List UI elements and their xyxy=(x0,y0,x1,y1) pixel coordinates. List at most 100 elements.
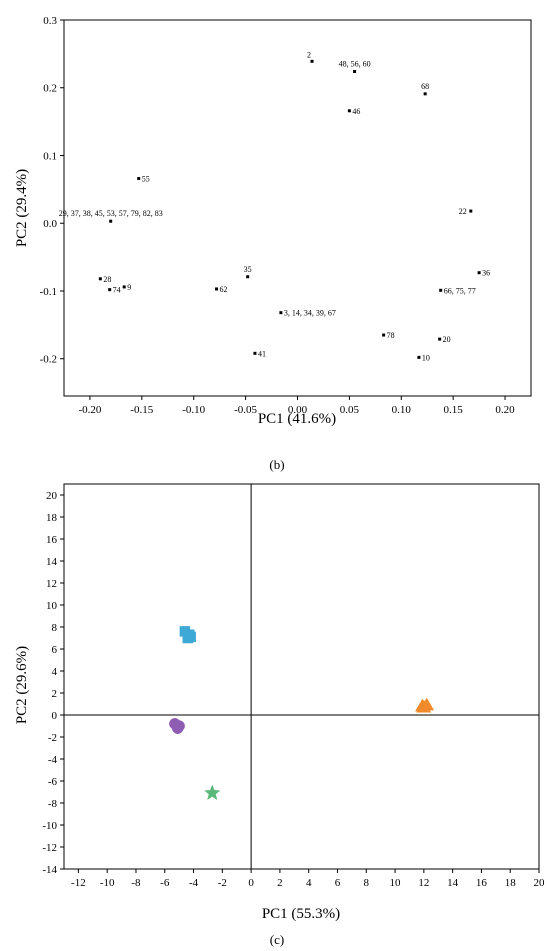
y-tick-label: 0.2 xyxy=(43,83,57,95)
point-label: 9 xyxy=(127,283,131,292)
point-label: 22 xyxy=(459,207,467,216)
y-axis-label-b: PC2 (29.4%) xyxy=(14,169,30,247)
x-ticks-b: -0.20 -0.15 -0.10 -0.05 0.00 0.05 0.10 0.15 0.20 xyxy=(78,396,515,416)
point-label: 48, 56, 60 xyxy=(339,59,371,68)
x-tick-label: 10 xyxy=(390,877,402,889)
star-marker xyxy=(203,784,221,801)
y-ticks-b: -0.2 -0.1 0.0 0.1 0.2 0.3 xyxy=(40,15,64,366)
x-axis-label-b: PC1 (41.6%) xyxy=(258,411,336,427)
x-tick-label: 0.05 xyxy=(340,404,360,416)
point-label: 20 xyxy=(443,335,451,344)
scatter-plot-b: -0.20 -0.15 -0.10 -0.05 0.00 0.05 0.10 0.15 0.20… xyxy=(14,15,532,472)
x-tick-label: -10 xyxy=(100,877,115,889)
x-ticks-c: -12 -10 -8 -6 -4 -2 0 2 4 6 8 10 12 14 16 18 20 xyxy=(71,869,545,889)
y-tick-label: 0.0 xyxy=(43,218,57,230)
x-tick-label: 18 xyxy=(505,877,517,889)
x-tick-label: 0.15 xyxy=(444,404,464,416)
y-tick-label: 16 xyxy=(46,534,58,546)
y-tick-label: -8 xyxy=(48,798,58,810)
data-point xyxy=(423,92,427,96)
y-axis-label-c: PC2 (29.6%) xyxy=(14,646,30,724)
data-point xyxy=(279,311,283,315)
point-label: 66, 75, 77 xyxy=(444,286,476,295)
y-tick-label: 18 xyxy=(46,512,58,524)
x-tick-label: -0.05 xyxy=(234,404,257,416)
x-tick-label: -0.10 xyxy=(182,404,205,416)
y-tick-label: 0.1 xyxy=(43,150,57,162)
y-ticks-c: -14 -12 -10 -8 -6 -4 -2 0 2 4 6 8 10 12 14 16 18 20 xyxy=(42,490,64,876)
data-point xyxy=(122,285,126,289)
data-point xyxy=(477,271,481,275)
point-label: 35 xyxy=(244,265,252,274)
point-label: 68 xyxy=(421,82,429,91)
point-label: 55 xyxy=(142,175,150,184)
data-point xyxy=(382,333,386,337)
data-point xyxy=(310,59,314,63)
y-tick-label: 2 xyxy=(52,688,58,700)
point-label: 29, 37, 38, 45, 53, 57, 79, 82, 83 xyxy=(59,209,163,218)
y-tick-label: 0 xyxy=(52,710,58,722)
y-tick-label: -12 xyxy=(42,842,57,854)
point-label: 36 xyxy=(482,269,490,278)
x-tick-label: -8 xyxy=(131,877,141,889)
y-tick-label: 10 xyxy=(46,600,58,612)
x-tick-label: 6 xyxy=(335,877,341,889)
y-tick-label: -14 xyxy=(42,864,57,876)
y-tick-label: 8 xyxy=(52,622,58,634)
data-point xyxy=(353,69,357,73)
data-point xyxy=(438,337,442,341)
panel-label-b: (b) xyxy=(269,457,284,472)
data-points-b: 2 48, 56, 60 68 46 55 29, 37, 38, 45, 53, 57,… xyxy=(59,50,490,362)
point-label: 41 xyxy=(258,349,266,358)
data-point xyxy=(469,209,473,213)
point-label: 74 xyxy=(113,286,121,295)
x-tick-label: 8 xyxy=(364,877,370,889)
data-point xyxy=(439,288,443,292)
x-tick-label: 2 xyxy=(277,877,283,889)
panel-label-c: (c) xyxy=(270,932,284,947)
point-label: 46 xyxy=(352,107,360,116)
point-label: 78 xyxy=(387,331,395,340)
x-tick-label: -0.20 xyxy=(78,404,101,416)
y-tick-label: 12 xyxy=(46,578,57,590)
point-label: 2 xyxy=(307,50,311,59)
x-tick-label: -0.15 xyxy=(130,404,153,416)
y-tick-label: 14 xyxy=(46,556,58,568)
y-tick-label: 20 xyxy=(46,490,58,502)
plot-frame-c xyxy=(63,483,540,870)
circle-marker xyxy=(171,722,184,734)
x-tick-label: 0 xyxy=(248,877,254,889)
x-tick-label: -6 xyxy=(160,877,170,889)
scatter-plot-c: -12 -10 -8 -6 -4 -2 0 2 4 6 8 10 12 14 16 18 20 -14-12-1… xyxy=(14,483,545,947)
y-tick-label: 4 xyxy=(52,666,58,678)
x-tick-label: 0.20 xyxy=(495,404,515,416)
point-label: 3, 14, 34, 39, 67 xyxy=(284,309,336,318)
x-tick-label: 0.10 xyxy=(392,404,412,416)
data-point xyxy=(246,275,250,279)
y-tick-label: 0.3 xyxy=(43,15,57,27)
x-tick-label: 0.00 xyxy=(288,404,308,416)
y-tick-label: -10 xyxy=(42,820,57,832)
data-point xyxy=(253,351,257,355)
x-tick-label: -12 xyxy=(71,877,86,889)
y-tick-label: -0.1 xyxy=(40,286,57,298)
data-point xyxy=(417,355,421,359)
data-point xyxy=(108,288,112,292)
x-tick-label: 14 xyxy=(447,877,459,889)
data-point xyxy=(137,177,141,181)
point-label: 28 xyxy=(103,275,111,284)
data-point xyxy=(109,219,113,223)
triangle-marker xyxy=(416,699,432,713)
point-label: 62 xyxy=(220,285,228,294)
square-marker xyxy=(185,631,196,643)
x-tick-label: -2 xyxy=(218,877,227,889)
zero-lines-c xyxy=(64,484,539,869)
y-tick-label: -6 xyxy=(48,776,58,788)
y-tick-label: -0.2 xyxy=(40,354,57,366)
data-point xyxy=(98,277,102,281)
y-tick-label: -4 xyxy=(48,754,58,766)
data-point xyxy=(347,109,351,113)
x-tick-label: 4 xyxy=(306,877,312,889)
x-axis-label-c: PC1 (55.3%) xyxy=(262,906,340,922)
